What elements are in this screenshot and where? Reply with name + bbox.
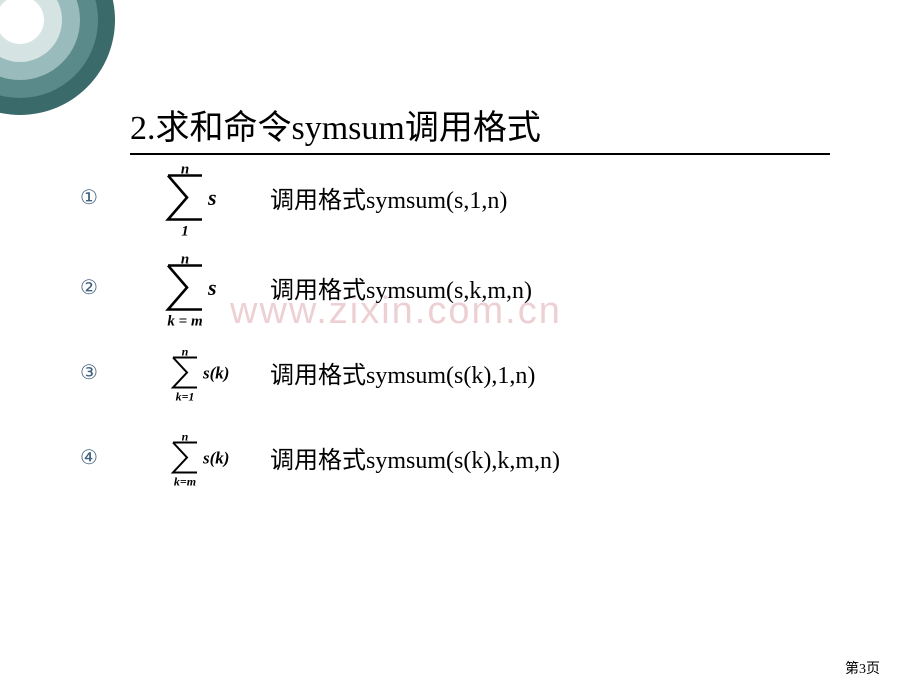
title-area: 2.求和命令symsum调用格式: [130, 100, 830, 155]
sum-formula: n k=1 s(k): [130, 340, 270, 405]
sum-formula: n k = m s: [130, 245, 270, 330]
page-number: 第3页: [845, 658, 880, 678]
item-marker: ④: [80, 445, 130, 470]
svg-text:k=m: k=m: [174, 475, 196, 489]
item-description: 调用格式symsum(s,k,m,n): [270, 270, 532, 305]
svg-text:s(k): s(k): [202, 363, 229, 382]
svg-text:n: n: [181, 162, 189, 178]
svg-text:s: s: [207, 275, 217, 300]
svg-text:1: 1: [181, 224, 189, 240]
sum-formula: n 1 s: [130, 155, 270, 240]
svg-text:s(k): s(k): [202, 448, 229, 467]
item-description: 调用格式symsum(s,1,n): [270, 180, 507, 215]
svg-text:n: n: [182, 345, 189, 359]
corner-decoration: [0, 0, 120, 120]
item-description: 调用格式symsum(s(k),k,m,n): [270, 440, 560, 475]
item-row-1: ① n 1 s 调用格式symsum(s,1,n): [80, 155, 830, 240]
sum-formula: n k=m s(k): [130, 425, 270, 490]
svg-text:s: s: [207, 185, 217, 210]
item-description: 调用格式symsum(s(k),1,n): [270, 355, 535, 390]
page-title: 2.求和命令symsum调用格式: [130, 100, 830, 149]
svg-text:k = m: k = m: [167, 314, 202, 330]
svg-text:k=1: k=1: [176, 390, 195, 404]
item-row-3: ③ n k=1 s(k) 调用格式symsum(s(k),1,n): [80, 340, 830, 405]
item-marker: ②: [80, 275, 130, 300]
item-row-4: ④ n k=m s(k) 调用格式symsum(s(k),k,m,n): [80, 425, 830, 490]
item-marker: ③: [80, 360, 130, 385]
svg-text:n: n: [181, 252, 189, 268]
item-row-2: ② n k = m s 调用格式symsum(s,k,m,n): [80, 245, 830, 330]
svg-text:n: n: [182, 430, 189, 444]
item-marker: ①: [80, 185, 130, 210]
